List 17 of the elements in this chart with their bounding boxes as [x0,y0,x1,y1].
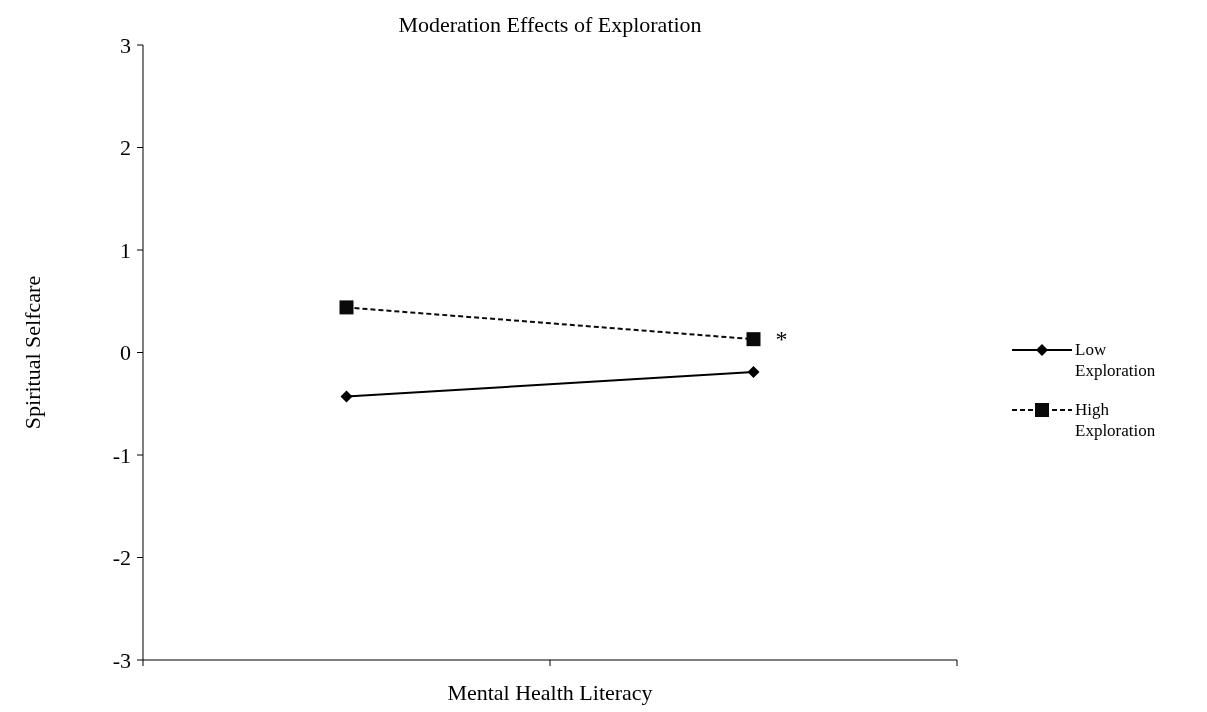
y-tick-label: 1 [120,237,131,263]
y-tick-label: -2 [112,545,131,571]
y-axis-title: Spiritual Selfcare [20,275,45,430]
point [339,300,354,315]
legend-label: Low Exploration [1075,340,1156,380]
point [746,332,761,347]
y-tick-label: -3 [112,647,131,673]
point [747,365,760,378]
y-tick-label: -1 [112,442,131,468]
y-tick-label: 0 [120,340,131,366]
chart-title: Moderation Effects of Exploration [398,12,702,37]
legend-label: High Exploration [1075,400,1156,440]
point [340,390,353,403]
y-tick-label: 2 [120,135,131,161]
annotation: * [775,326,788,353]
y-tick-label: 3 [120,32,131,58]
x-axis-title: Mental Health Literacy [447,680,653,705]
